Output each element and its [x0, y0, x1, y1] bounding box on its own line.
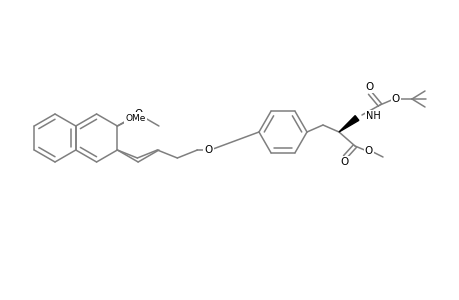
- Text: O: O: [340, 157, 348, 167]
- Text: O: O: [391, 94, 399, 104]
- Text: OMe: OMe: [125, 113, 145, 122]
- Text: O: O: [365, 82, 373, 92]
- Text: O: O: [364, 146, 372, 156]
- Polygon shape: [338, 116, 358, 132]
- Text: O: O: [204, 145, 212, 155]
- Text: O: O: [134, 109, 142, 119]
- Text: NH: NH: [365, 111, 380, 121]
